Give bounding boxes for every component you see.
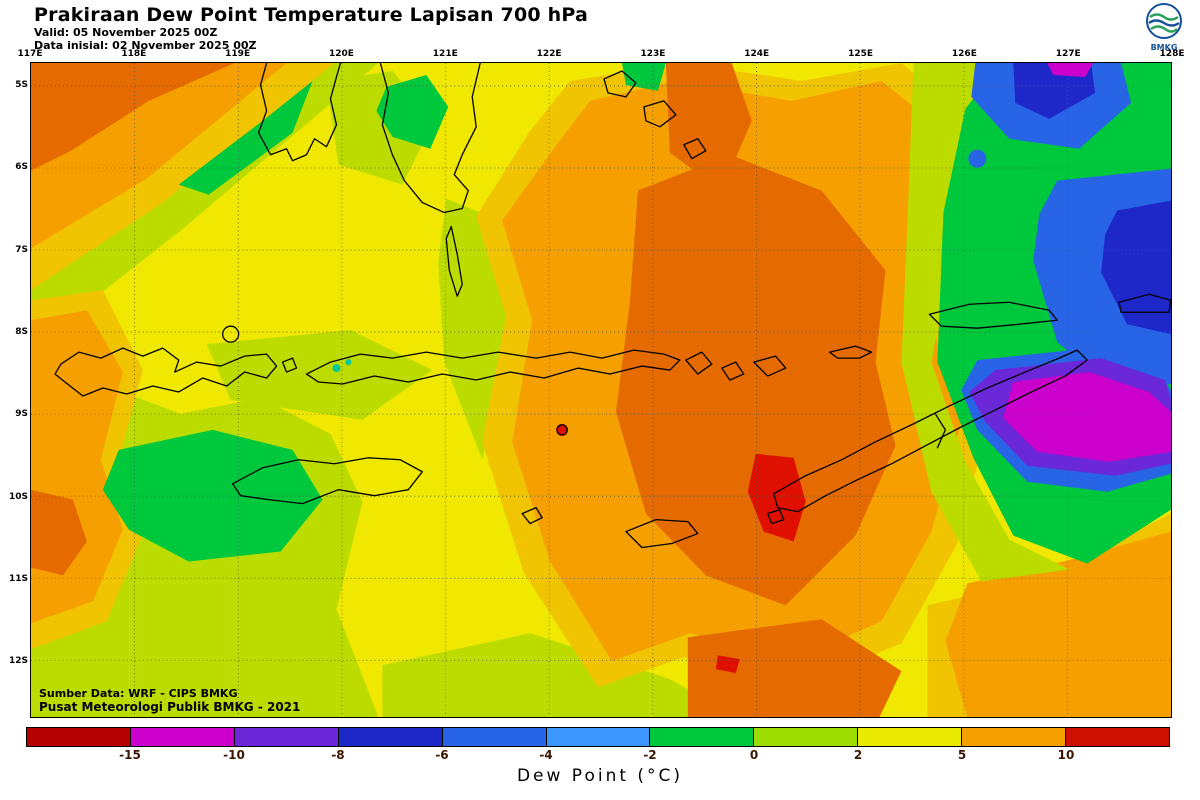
colorbar-segment xyxy=(130,728,235,746)
colorbar-tick-label: 10 xyxy=(1057,748,1075,762)
coastline-atauro xyxy=(828,345,873,359)
source-data-label: Sumber Data: WRF - CIPS BMKG xyxy=(39,687,238,700)
bmkg-logo-icon xyxy=(1146,3,1182,39)
lon-tick-label: 126E xyxy=(951,49,977,59)
lon-tick-label: 123E xyxy=(640,49,666,59)
colorbar-segment xyxy=(234,728,339,746)
colorbar-segment xyxy=(442,728,547,746)
coastline-island-north-3 xyxy=(683,138,707,160)
coastline-sumba xyxy=(231,457,423,505)
bmkg-logo-text: BMKG xyxy=(1150,43,1178,52)
coastline-sulawesi-east-arm xyxy=(379,63,481,214)
lon-tick-label: 117E xyxy=(17,49,43,59)
lat-tick-label: 6S xyxy=(15,162,28,173)
coastline-island-north-1 xyxy=(603,70,637,98)
coastline-pantar xyxy=(721,361,745,381)
lat-tick-label: 11S xyxy=(8,573,28,584)
colorbar-tick-label: 5 xyxy=(957,748,967,762)
coastline-wetar xyxy=(928,301,1058,329)
grid-layer xyxy=(31,63,1171,717)
colorbar-tick-label: -2 xyxy=(643,748,657,762)
coastline-timor xyxy=(773,349,1088,513)
lat-tick-label: 8S xyxy=(15,326,28,337)
coastline-island-north-2 xyxy=(643,100,677,128)
colorbar-title: Dew Point (°C) xyxy=(516,766,684,786)
lat-tick-label: 5S xyxy=(15,80,28,90)
coastline-rote xyxy=(625,518,699,549)
colorbar-segment xyxy=(546,728,651,746)
lon-tick-label: 122E xyxy=(536,49,562,59)
colorbar-segment xyxy=(858,728,963,746)
colorbar-tick-label: -8 xyxy=(331,748,345,762)
valid-time-label: Valid: 05 November 2025 00Z xyxy=(34,26,218,39)
lon-tick-label: 127E xyxy=(1055,49,1081,59)
map-canvas xyxy=(31,63,1171,717)
lon-tick-label: 119E xyxy=(225,49,251,59)
lat-tick-label: 12S xyxy=(8,656,28,667)
coastline-sulawesi-west-arm xyxy=(257,63,342,162)
colorbar-tick-label: -10 xyxy=(223,748,245,762)
colorbar-tick-label: -4 xyxy=(539,748,553,762)
lon-tick-label: 118E xyxy=(121,49,147,59)
page-title: Prakiraan Dew Point Temperature Lapisan … xyxy=(34,4,588,26)
coastline-sawu xyxy=(521,506,543,525)
coastline-timor-border xyxy=(934,413,947,449)
colorbar-tick-label: -15 xyxy=(119,748,141,762)
map-frame: Sumber Data: WRF - CIPS BMKG Pusat Meteo… xyxy=(30,62,1172,718)
lon-tick-label: 125E xyxy=(848,49,874,59)
coastlines-layer xyxy=(54,63,1171,549)
lon-tick-label: 128E xyxy=(1159,49,1185,59)
colorbar-segment xyxy=(962,728,1067,746)
coastline-lembata xyxy=(685,351,713,375)
coastline-islet xyxy=(556,424,568,436)
colorbar-tick-label: 2 xyxy=(853,748,863,762)
colorbar-segment xyxy=(27,728,131,746)
colorbar-segment xyxy=(1066,728,1169,746)
coastline-sumbawa xyxy=(54,347,278,397)
colorbar-segment xyxy=(650,728,755,746)
init-time-label: Data inisial: 02 November 2025 00Z xyxy=(34,39,257,52)
coastline-alor xyxy=(753,355,787,377)
coastline-selayar xyxy=(445,225,463,297)
coastline-moyo xyxy=(222,325,240,343)
header: Prakiraan Dew Point Temperature Lapisan … xyxy=(34,4,588,52)
lat-tick-label: 7S xyxy=(15,244,28,255)
coastline-flores xyxy=(305,349,681,385)
coastline-leti xyxy=(1118,293,1171,313)
bmkg-logo: BMKG xyxy=(1138,2,1190,52)
colorbar-segment xyxy=(754,728,859,746)
lat-tick-label: 9S xyxy=(15,409,28,420)
publisher-label: Pusat Meteorologi Publik BMKG - 2021 xyxy=(39,700,301,714)
colorbar-tick-label: -6 xyxy=(435,748,449,762)
colorbar-tick-label: 0 xyxy=(749,748,759,762)
lon-tick-label: 121E xyxy=(432,49,458,59)
coastline-komodo xyxy=(281,357,298,373)
colorbar-segment xyxy=(338,728,443,746)
dewpoint-field xyxy=(31,63,1171,717)
lat-tick-label: 10S xyxy=(8,491,28,502)
coastline-semau xyxy=(767,508,785,525)
lon-tick-label: 120E xyxy=(328,49,354,59)
lon-tick-label: 124E xyxy=(744,49,770,59)
colorbar xyxy=(26,727,1170,747)
